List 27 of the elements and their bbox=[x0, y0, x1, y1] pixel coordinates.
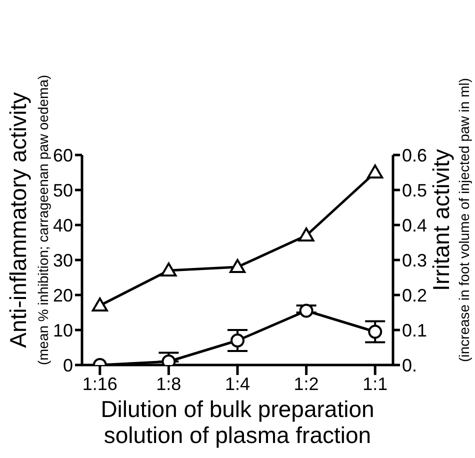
y-tick-label: 0 bbox=[62, 355, 73, 376]
y2-tick-label: 0.6 bbox=[402, 145, 428, 166]
y2-tick-label: 0.2 bbox=[402, 285, 428, 306]
point bbox=[298, 228, 314, 242]
x-tick-label: 1:16 bbox=[82, 374, 118, 394]
x-tick-label: 1:2 bbox=[294, 374, 319, 394]
y2-tick-label: 0. bbox=[402, 355, 418, 376]
y2-tick-label: 0.3 bbox=[402, 250, 428, 270]
x-tick-label: 1:8 bbox=[156, 374, 182, 394]
y2-axis-title: Irritant activity (increase in foot volume of injected paw in ml) bbox=[428, 78, 472, 362]
y2-tick-label: 0.4 bbox=[402, 215, 428, 236]
x-axis-title: Dilution of bulk preparation solution of plasma fraction bbox=[100, 396, 374, 448]
point bbox=[92, 298, 108, 312]
y2-tick-label: 0.1 bbox=[402, 320, 428, 340]
y2-tick-label: 0.5 bbox=[402, 180, 428, 200]
point bbox=[230, 259, 246, 273]
point bbox=[367, 164, 384, 178]
point bbox=[160, 262, 177, 276]
y-tick-label: 60 bbox=[52, 145, 73, 166]
x-tick-label: 1:4 bbox=[224, 374, 250, 394]
y-tick-label: 20 bbox=[52, 285, 73, 306]
y-tick-label: 10 bbox=[52, 320, 73, 340]
y-tick-label: 50 bbox=[52, 180, 73, 200]
x-tick-label: 1:1 bbox=[362, 374, 388, 394]
y-tick-label: 40 bbox=[52, 215, 73, 236]
y-tick-label: 30 bbox=[52, 250, 73, 270]
y-axis-title: Anti-inflammatory activity (mean % inhibition; carrageenan paw oedema) bbox=[5, 74, 51, 366]
